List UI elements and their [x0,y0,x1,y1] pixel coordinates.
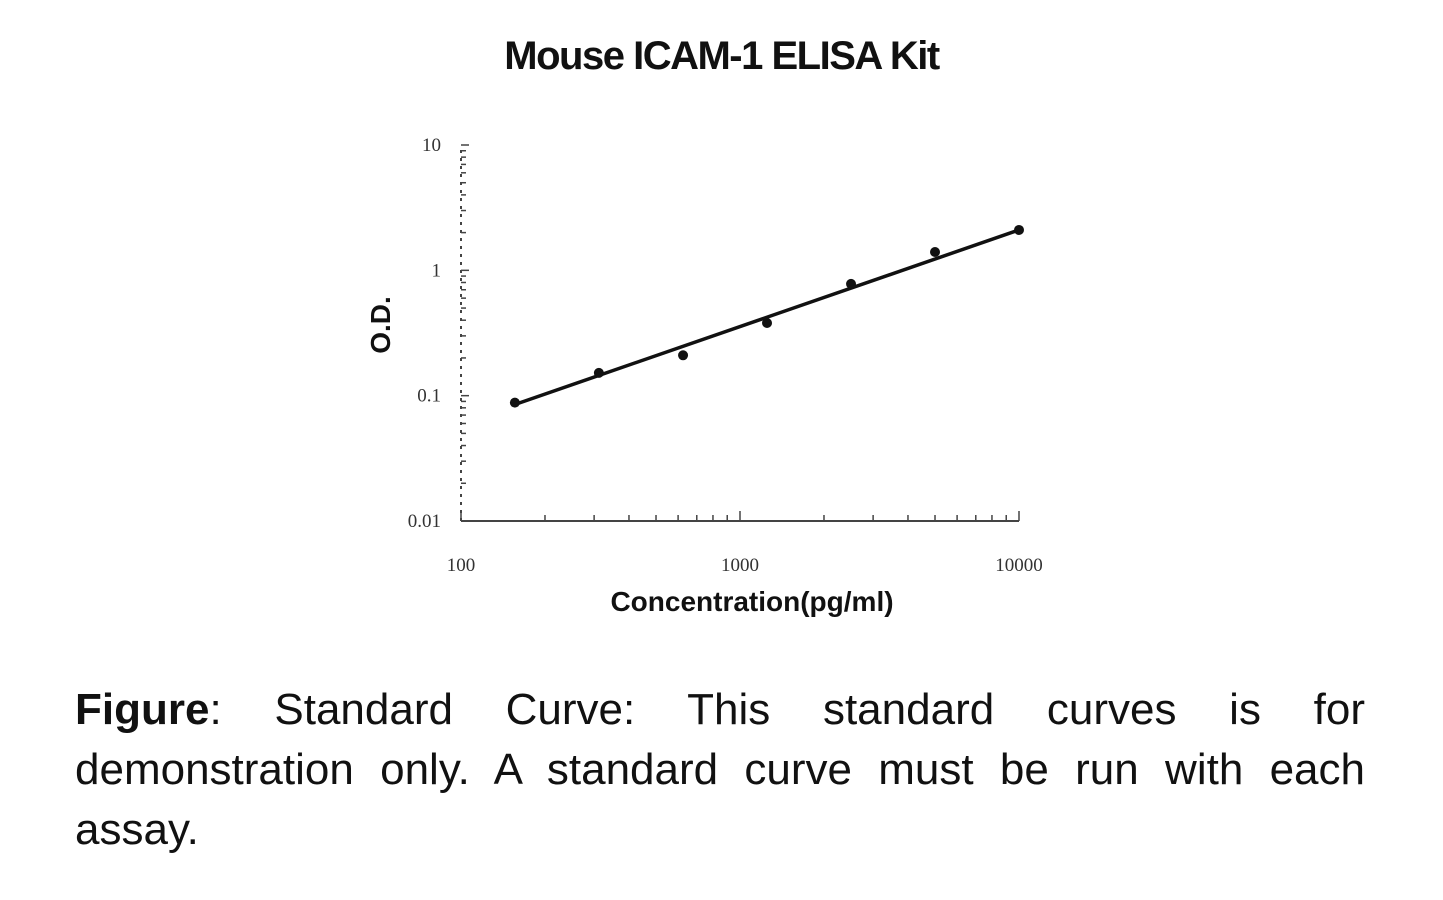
fit-line [514,228,1020,407]
y-tick-label: 1 [432,260,442,281]
data-points [509,224,1024,408]
data-point [930,247,941,258]
y-axis-label: O.D. [365,296,396,354]
x-tick-label: 10000 [995,555,1043,576]
x-tick-label: 1000 [721,555,759,576]
data-point [509,397,520,408]
caption-text: : Standard Curve: This standard curves i… [75,685,1365,854]
x-tick-label: 100 [447,555,476,576]
data-point [1014,224,1024,235]
chart-ticks [460,144,1020,522]
data-point [678,350,689,361]
x-axis-label: Concentration(pg/ml) [610,586,893,617]
tick-labels: 100 1000 10000 10 1 0.1 0.01 [408,135,1043,576]
y-tick-label: 0.1 [417,386,441,407]
data-point [762,318,773,329]
caption-lead: Figure [75,685,210,734]
chart-title: Mouse ICAM-1 ELISA Kit [504,34,940,78]
figure-caption: Figure: Standard Curve: This standard cu… [75,680,1365,860]
chart-plot: 100 1000 10000 10 1 0.1 0.01 Concentration(pg/… [365,135,1043,617]
chart-axes [460,145,1019,522]
data-point [593,367,604,378]
y-tick-label: 0.01 [408,511,441,532]
fit-line-group [514,228,1020,407]
data-point [846,278,857,289]
y-tick-label: 10 [422,135,441,156]
